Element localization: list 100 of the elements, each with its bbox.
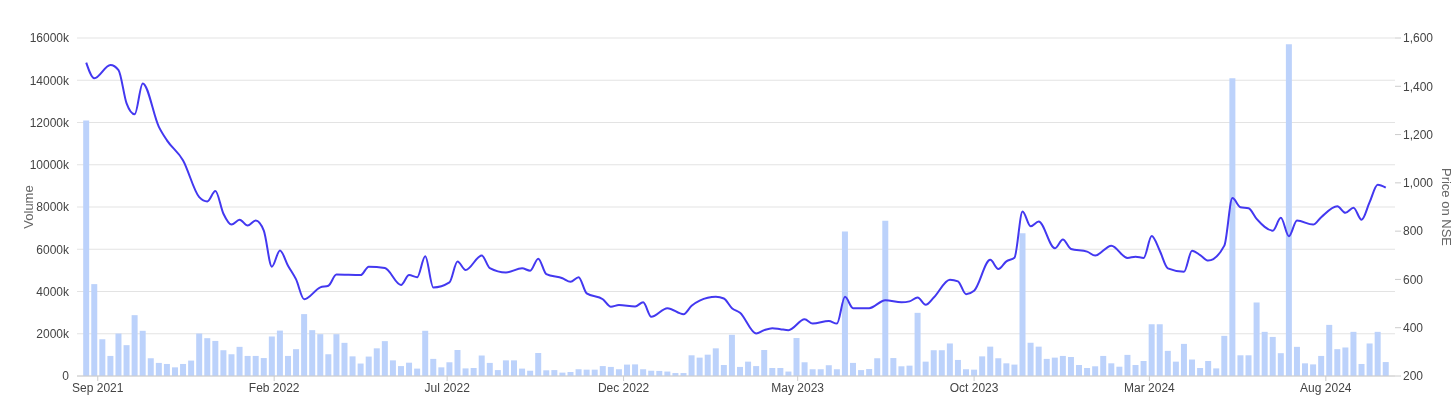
y-tick-label: 6000k [36, 242, 70, 257]
bar [1358, 363, 1365, 376]
bar [1100, 355, 1107, 376]
x-tick-label: Aug 2024 [1300, 380, 1352, 395]
bar [1148, 324, 1155, 376]
bar [1253, 302, 1260, 376]
y2-tick-label: 200 [1403, 369, 1424, 384]
bar [874, 358, 881, 376]
bar [236, 346, 243, 376]
y-tick-label: 8000k [36, 200, 70, 215]
bar [502, 360, 509, 376]
bar [397, 366, 404, 376]
y2-tick-label: 1,600 [1403, 31, 1434, 46]
y-tick-label: 12000k [29, 115, 70, 130]
bar [914, 312, 921, 376]
bar [1043, 358, 1050, 376]
bar [365, 356, 372, 376]
bar [1237, 355, 1244, 376]
bar [1124, 354, 1131, 376]
bar [188, 360, 195, 376]
y2-tick-label: 1,000 [1403, 176, 1434, 191]
bar [510, 360, 517, 376]
bar [1229, 78, 1236, 376]
bar [1205, 361, 1212, 376]
bar [946, 343, 953, 376]
bar [938, 350, 945, 376]
bar [1374, 331, 1381, 376]
bar [1310, 364, 1317, 376]
bar [446, 362, 453, 376]
line-series [85, 61, 1387, 335]
bar [954, 359, 961, 376]
bar [317, 334, 324, 376]
bar [276, 330, 283, 376]
y-tick-label: 4000k [36, 284, 70, 299]
x-tick-label: Feb 2022 [248, 380, 300, 395]
bar [83, 120, 90, 376]
bar [745, 361, 752, 376]
bar [486, 362, 493, 376]
y2-tick-label: 400 [1403, 320, 1424, 335]
bar [99, 339, 106, 376]
bar [212, 340, 219, 376]
bar [406, 362, 413, 376]
bar [1092, 366, 1099, 376]
bar [123, 345, 130, 376]
bar [753, 366, 760, 376]
bar [115, 333, 122, 376]
bar [688, 355, 695, 376]
bar [1140, 361, 1147, 376]
bar [301, 314, 308, 376]
bar [850, 362, 856, 376]
bar [761, 350, 768, 376]
bar [825, 365, 832, 376]
bar [801, 362, 808, 376]
bar [1342, 347, 1349, 376]
bar [1221, 335, 1228, 376]
bar [922, 361, 929, 376]
bar [430, 358, 437, 376]
bar [478, 355, 485, 376]
bar [438, 367, 445, 376]
bar [220, 350, 227, 376]
x-tick-label: Oct 2023 [949, 380, 999, 395]
bar [1277, 353, 1284, 376]
bar [1366, 343, 1373, 376]
bar [1213, 368, 1220, 376]
bar [1172, 361, 1179, 376]
bar [1180, 343, 1187, 376]
bar [1334, 349, 1341, 376]
bar [373, 348, 380, 376]
bar [349, 356, 356, 376]
bar [131, 315, 138, 376]
bar [995, 358, 1002, 376]
bar [1027, 342, 1034, 376]
bar [1051, 357, 1058, 376]
bar [381, 341, 388, 376]
bar [793, 337, 800, 376]
bar [180, 363, 187, 376]
bar [309, 330, 316, 376]
bar [987, 346, 994, 376]
x-tick-label: Dec 2022 [597, 380, 650, 395]
y2-tick-label: 600 [1403, 272, 1424, 287]
x-tick-label: Jul 2022 [424, 380, 471, 395]
bar [1164, 350, 1171, 376]
bar [252, 355, 259, 376]
y-axis-title: Volume [20, 185, 36, 229]
bar [341, 342, 348, 376]
y-tick-label: 16000k [29, 31, 70, 46]
bar [1108, 363, 1115, 376]
bar [260, 358, 267, 376]
bar [632, 364, 639, 376]
bar [91, 284, 98, 376]
bar [720, 365, 727, 376]
bar [325, 354, 332, 376]
x-tick-label: Sep 2021 [72, 380, 124, 395]
bar [1318, 355, 1325, 376]
bar [1019, 233, 1026, 376]
y2-tick-label: 800 [1403, 224, 1424, 239]
y2-tick-label: 1,400 [1403, 79, 1434, 94]
bar [268, 336, 275, 376]
bar [204, 338, 211, 376]
bar [1059, 355, 1066, 376]
